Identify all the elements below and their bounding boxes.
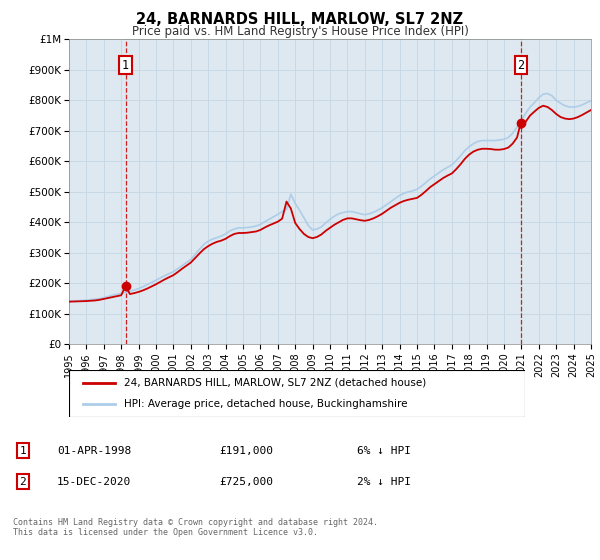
Text: 01-APR-1998: 01-APR-1998	[57, 446, 131, 456]
Text: £191,000: £191,000	[219, 446, 273, 456]
Text: 6% ↓ HPI: 6% ↓ HPI	[357, 446, 411, 456]
Text: Price paid vs. HM Land Registry's House Price Index (HPI): Price paid vs. HM Land Registry's House …	[131, 25, 469, 38]
Text: HPI: Average price, detached house, Buckinghamshire: HPI: Average price, detached house, Buck…	[124, 399, 407, 409]
Text: 2: 2	[19, 477, 26, 487]
Text: Contains HM Land Registry data © Crown copyright and database right 2024.
This d: Contains HM Land Registry data © Crown c…	[13, 518, 378, 538]
Text: £725,000: £725,000	[219, 477, 273, 487]
Text: 15-DEC-2020: 15-DEC-2020	[57, 477, 131, 487]
Text: 2% ↓ HPI: 2% ↓ HPI	[357, 477, 411, 487]
Text: 24, BARNARDS HILL, MARLOW, SL7 2NZ (detached house): 24, BARNARDS HILL, MARLOW, SL7 2NZ (deta…	[124, 378, 426, 388]
Text: 24, BARNARDS HILL, MARLOW, SL7 2NZ: 24, BARNARDS HILL, MARLOW, SL7 2NZ	[136, 12, 464, 27]
FancyBboxPatch shape	[69, 370, 525, 417]
Text: 2: 2	[517, 59, 524, 72]
Text: 1: 1	[19, 446, 26, 456]
Text: 1: 1	[122, 59, 129, 72]
